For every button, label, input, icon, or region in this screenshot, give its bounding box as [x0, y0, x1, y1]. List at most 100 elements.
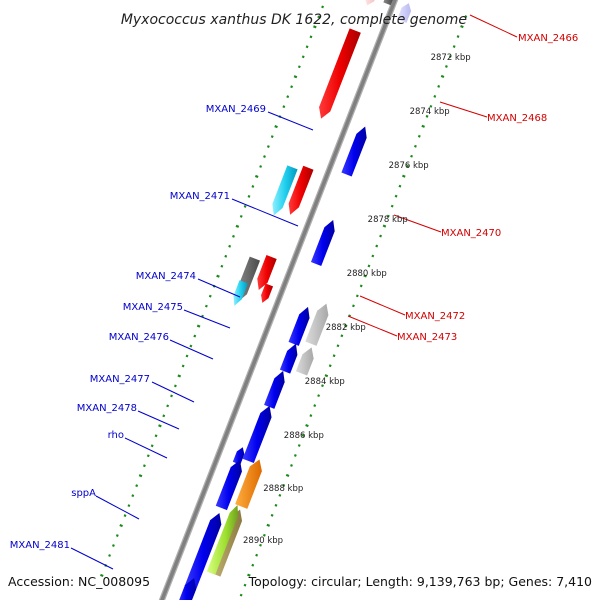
kbp-tick-right [305, 45, 309, 49]
kbp-tick-left [452, 45, 456, 48]
gene-arrow [206, 505, 239, 575]
kbp-tick-left [259, 543, 262, 547]
kbp-tick-right [162, 414, 166, 418]
leader-line [469, 14, 518, 38]
kbp-tick-right [177, 374, 182, 378]
gene-arrow [310, 219, 335, 266]
kbp-tick-left [417, 134, 421, 138]
kbp-tick-right [123, 514, 127, 518]
gene-arrow [232, 447, 245, 465]
kbp-label: 2886 kbp [284, 431, 324, 441]
kbp-tick-left [371, 254, 375, 258]
map-title: Myxococcus xanthus DK 1622, complete gen… [121, 12, 467, 28]
kbp-tick-right [293, 75, 298, 79]
kbp-label: 2890 kbp [243, 536, 283, 546]
leader-line [169, 339, 214, 360]
kbp-tick-right [321, 5, 325, 9]
kbp-tick-left [386, 214, 390, 218]
kbp-tick-right [313, 25, 317, 29]
kbp-tick-right [112, 544, 115, 547]
kbp-tick-left [297, 444, 301, 447]
kbp-tick-right [150, 444, 154, 448]
gene-label-forward: MXAN_2473 [397, 332, 457, 343]
kbp-tick-right [131, 494, 135, 498]
kbp-tick-left [367, 264, 371, 268]
kbp-tick-right [220, 264, 224, 268]
kbp-tick-left [305, 423, 309, 428]
leader-line [70, 547, 114, 570]
label-leaders [70, 14, 518, 570]
kbp-label: 2888 kbp [263, 484, 303, 494]
kbp-tick-left [398, 184, 402, 188]
kbp-tick-left [309, 414, 313, 418]
kbp-tick-right [282, 105, 286, 109]
gene-label-reverse: MXAN_2474 [136, 271, 196, 282]
kbp-label: 2876 kbp [389, 161, 429, 171]
kbp-tick-left [390, 204, 394, 208]
kbp-tick-left [282, 483, 286, 487]
leader-line [231, 198, 299, 227]
kbp-tick-left [336, 344, 340, 348]
accession-text: Accession: NC_008095 [8, 574, 150, 589]
kbp-tick-right [158, 424, 162, 428]
kbp-tick-right [170, 394, 173, 398]
kbp-tick-left [340, 334, 344, 338]
kbp-tick-right [115, 534, 119, 537]
gene-arrow [288, 306, 310, 346]
kbp-tick-left [448, 55, 452, 58]
kbp-tick-right [135, 484, 139, 488]
kbp-tick-right [142, 464, 146, 468]
kbp-tick-right [270, 135, 274, 138]
kbp-tick-left [328, 364, 332, 368]
kbp-tick-left [324, 374, 329, 378]
gene-arrow [235, 459, 262, 509]
kbp-label: 2882 kbp [326, 323, 366, 333]
kbp-tick-right [317, 15, 321, 19]
gene-arrow [257, 255, 277, 291]
gene-arrow [261, 283, 274, 303]
kbp-tick-right [154, 434, 158, 438]
kbp-tick-left [255, 553, 259, 557]
kbp-tick-left [456, 35, 460, 38]
kbp-tick-right [204, 304, 208, 308]
leader-line [267, 111, 314, 131]
gene-arrow [215, 459, 242, 511]
kbp-tick-left [410, 154, 413, 158]
gene-arrow [383, 0, 393, 6]
kbp-tick-right [266, 145, 270, 148]
kbp-tick-right [119, 524, 123, 528]
kbp-tick-right [208, 294, 212, 298]
gene-layer [179, 0, 412, 600]
kbp-tick-left [313, 404, 317, 408]
kbp-tick-right [254, 174, 259, 179]
kbp-tick-left [460, 25, 464, 29]
kbp-tick-left [317, 394, 321, 398]
kbp-tick-right [243, 204, 247, 208]
kbp-tick-left [433, 94, 437, 98]
topology-text: Topology: circular; Length: 9,139,763 bp… [248, 574, 592, 589]
genome-backbone [158, 0, 399, 600]
gene-arrow [295, 347, 314, 376]
kbp-tick-left [382, 224, 387, 228]
kbp-label: 2872 kbp [431, 53, 471, 63]
leader-line [439, 101, 488, 118]
kbp-tick-left [332, 354, 336, 358]
kbp-tick-right [286, 95, 290, 99]
kbp-tick-right [224, 254, 228, 258]
kbp-tick-right [185, 354, 189, 358]
kbp-tick-left [274, 503, 278, 507]
kbp-tick-left [243, 583, 247, 587]
gene-label-reverse: sppA [71, 488, 96, 499]
leader-line [151, 381, 195, 403]
kbp-tick-right [259, 165, 263, 168]
kbp-tick-right [146, 454, 150, 458]
gene-label-forward: MXAN_2472 [405, 311, 465, 322]
gene-arrow [319, 28, 361, 119]
kbp-tick-right [196, 324, 201, 328]
kbp-tick-right [251, 185, 255, 188]
kbp-tick-right [301, 55, 305, 59]
gene-label-reverse: MXAN_2481 [10, 540, 70, 551]
kbp-tick-right [189, 344, 193, 348]
gene-arrow [288, 165, 314, 215]
